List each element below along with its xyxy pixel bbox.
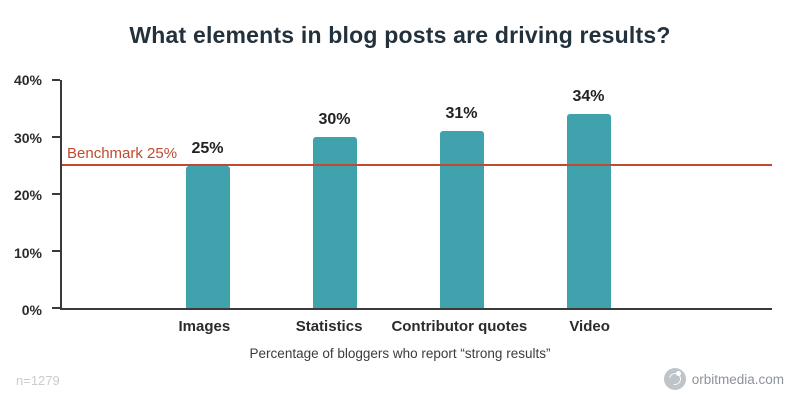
category-label: Video bbox=[569, 318, 610, 335]
bar-value-label: 34% bbox=[572, 88, 605, 106]
benchmark-label: Benchmark 25% bbox=[67, 144, 178, 162]
brand-name: orbitmedia.com bbox=[691, 371, 784, 387]
orbit-media-logo-icon bbox=[663, 368, 686, 390]
category-label: Statistics bbox=[295, 318, 363, 335]
plot-area: 25% 30% 31% 34% Benchmark 25% bbox=[52, 79, 772, 310]
y-tick-label: 40% bbox=[13, 72, 42, 88]
bars-row: 25% 30% 31% 34% bbox=[62, 80, 772, 308]
category-row: Images Statistics Contributor quotes Video bbox=[60, 318, 772, 335]
category-label: Images bbox=[178, 318, 231, 335]
y-tick-label: 20% bbox=[13, 187, 42, 203]
y-tick-label: 0% bbox=[21, 302, 42, 318]
y-tick-mark bbox=[52, 193, 60, 195]
bar-group: 30% bbox=[271, 80, 398, 308]
brand-credit: orbitmedia.com bbox=[663, 368, 784, 390]
x-axis-caption: Percentage of bloggers who report “stron… bbox=[249, 346, 551, 361]
bar-group: 34% bbox=[525, 80, 652, 308]
y-tick-mark bbox=[52, 79, 60, 81]
y-tick-mark bbox=[52, 136, 60, 138]
bar[interactable] bbox=[312, 137, 357, 308]
y-tick-mark bbox=[52, 307, 60, 309]
bar[interactable] bbox=[185, 165, 230, 308]
chart-title: What elements in blog posts are driving … bbox=[129, 22, 671, 48]
bar-group: 31% bbox=[398, 80, 525, 308]
bar-group: 25% bbox=[144, 80, 271, 308]
benchmark-line bbox=[62, 163, 772, 166]
sample-size-note: n=1279 bbox=[16, 373, 60, 388]
bar[interactable] bbox=[439, 131, 484, 308]
y-tick-label: 10% bbox=[13, 244, 42, 261]
y-tick-label: 30% bbox=[13, 129, 42, 146]
bar[interactable] bbox=[566, 114, 611, 308]
category-label: Contributor quotes bbox=[391, 318, 528, 335]
bar-value-label: 25% bbox=[191, 139, 224, 157]
bar-value-label: 31% bbox=[445, 105, 478, 123]
y-axis-labels: 0% 10% 20% 30% 40% bbox=[0, 72, 52, 318]
y-tick-mark bbox=[52, 250, 60, 252]
bar-value-label: 30% bbox=[318, 111, 351, 128]
